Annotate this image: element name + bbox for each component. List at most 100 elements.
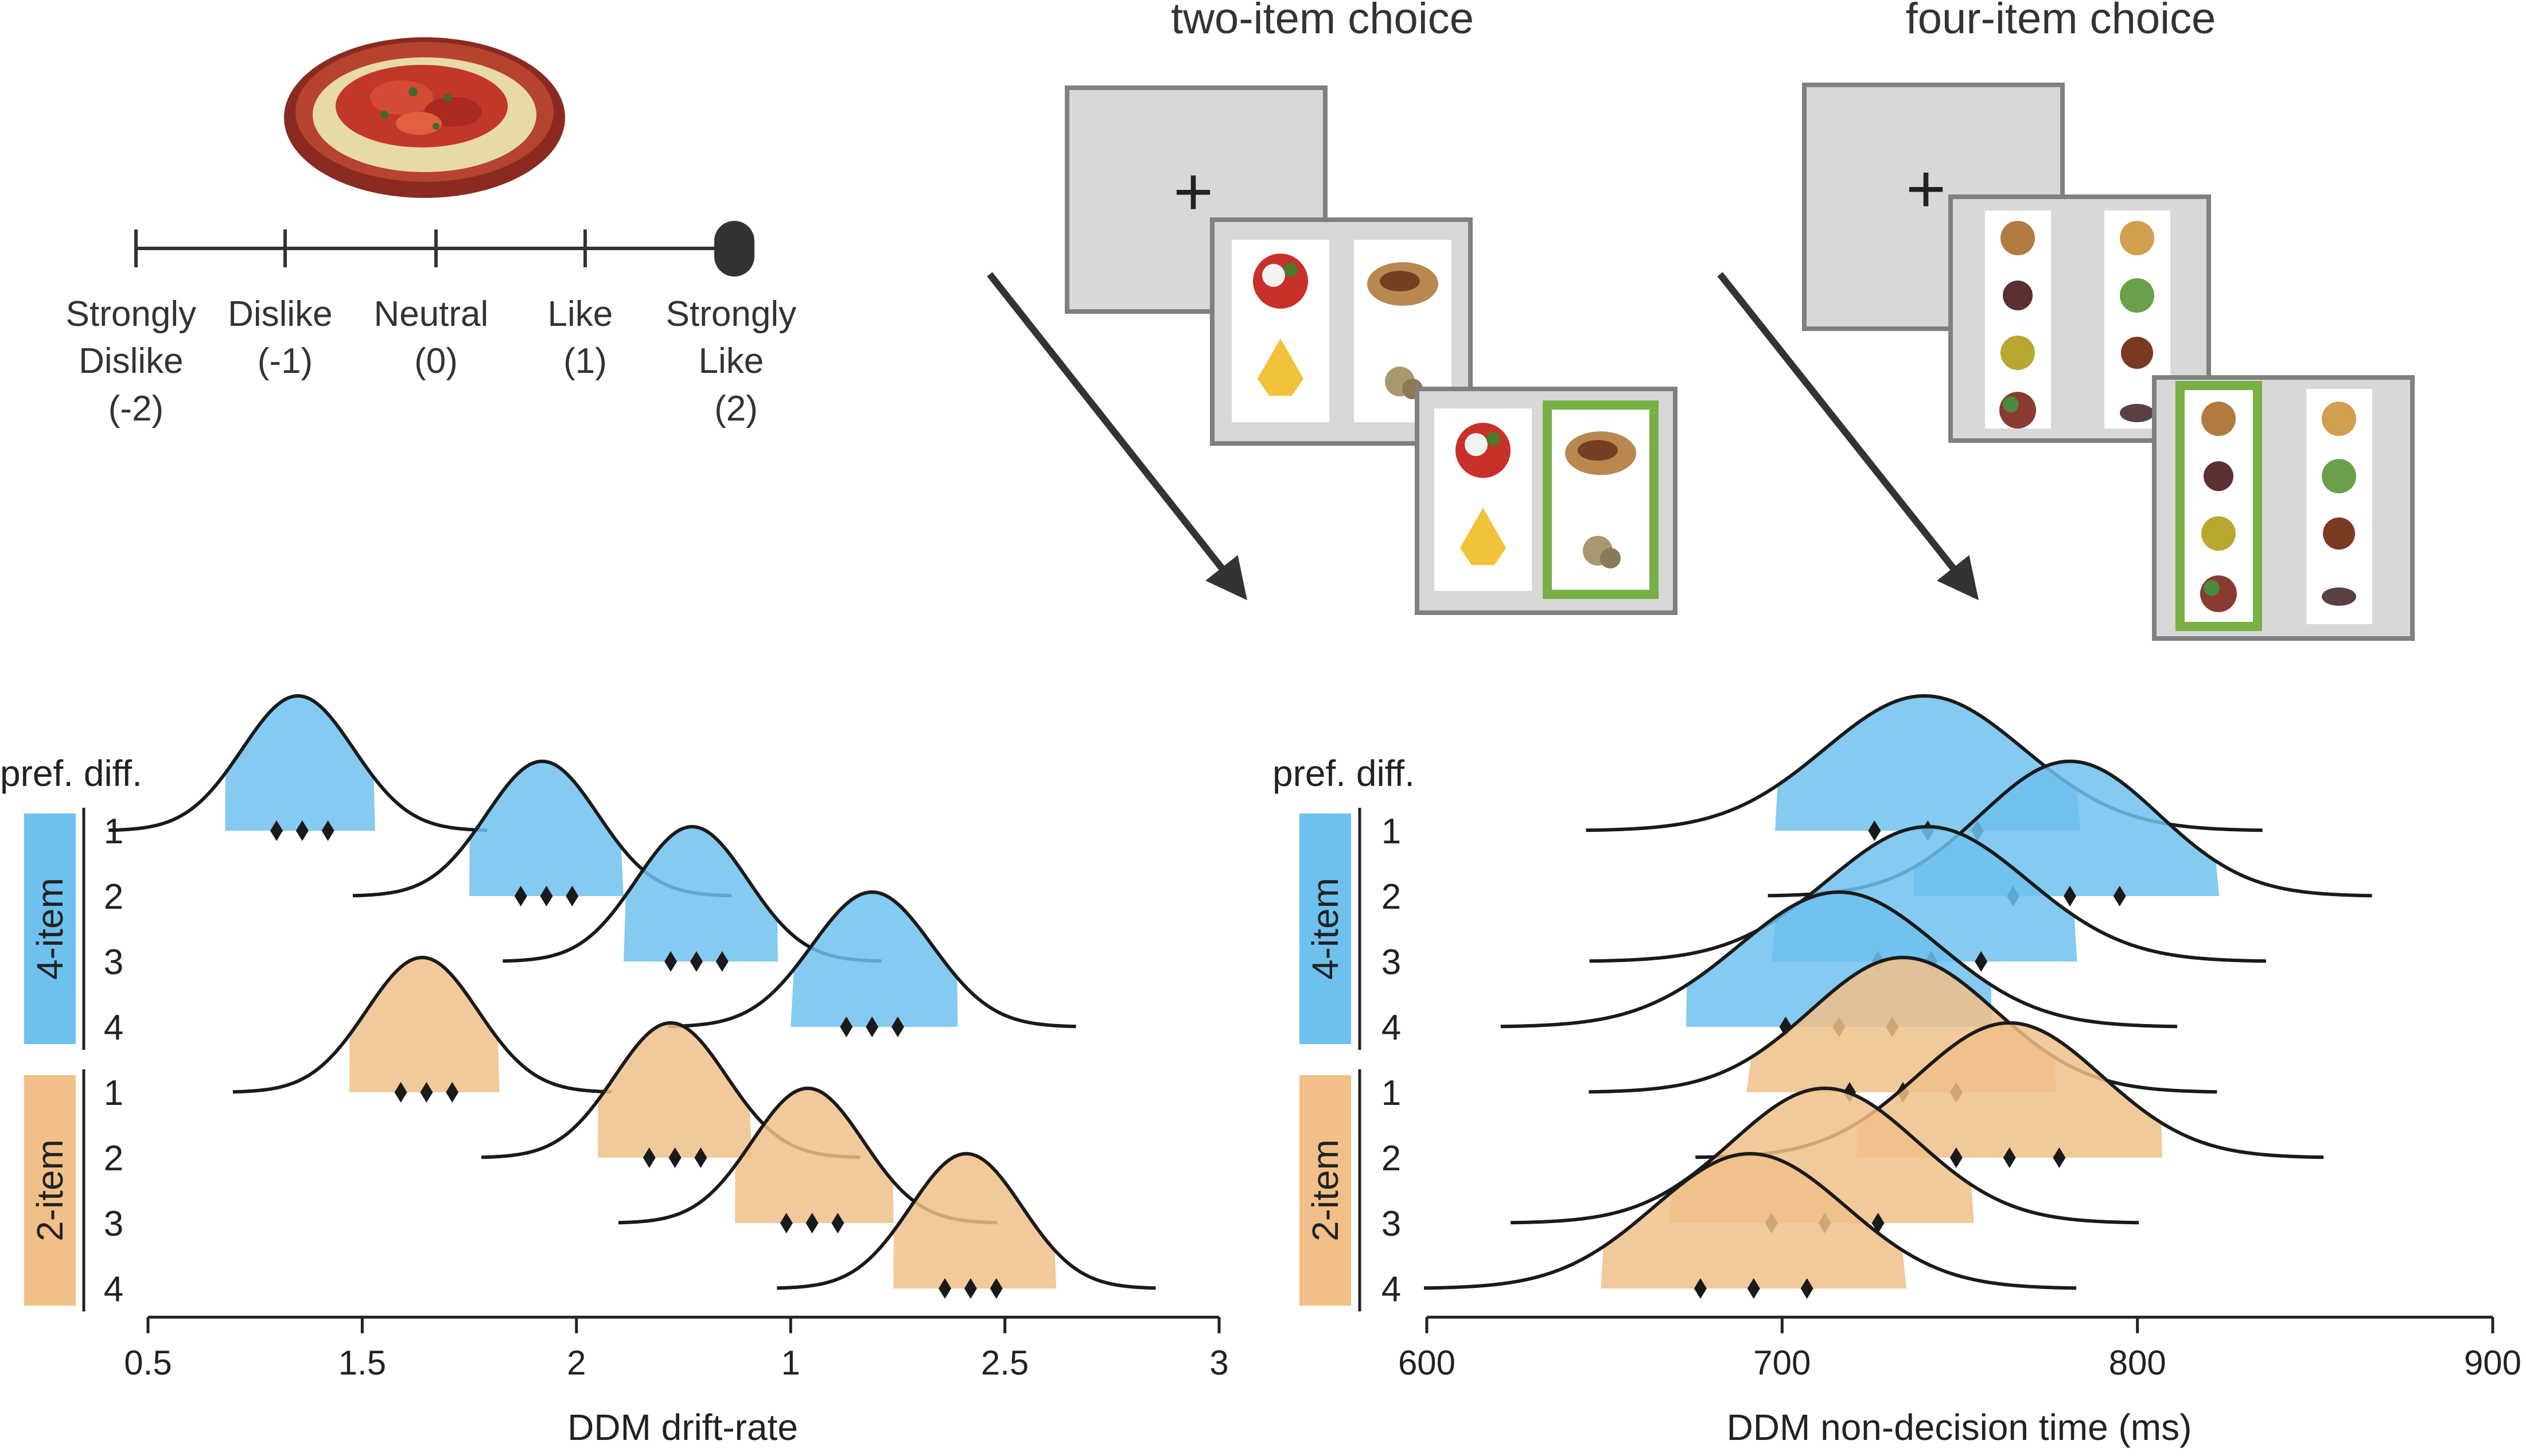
estimate-marker [1800,1278,1813,1299]
density-ridge [1589,955,2217,1103]
estimate-marker [780,1213,793,1233]
x-tick-label: 2 [567,1344,586,1382]
estimate-marker [1868,820,1881,841]
x-tick-label: 600 [1398,1344,1455,1382]
estimate-marker [643,1147,656,1168]
density-curve [1500,890,2178,1029]
rating-label-neutral: Neutral (0) [373,294,498,381]
estimate-marker [566,886,579,906]
credible-interval-fill [598,1023,752,1158]
density-ridge [777,1151,1156,1299]
food-item-picture [2200,402,2356,612]
time-arrow [987,272,1247,601]
credible-interval-fill [349,957,500,1092]
density-curve [108,694,488,832]
estimate-marker [1871,1213,1885,1233]
group-label-box [1299,813,1351,1044]
density-curve [1424,1151,2077,1290]
group-label-box [1299,1075,1351,1306]
estimate-marker [2063,886,2076,906]
row-label: 4 [1381,1008,1401,1048]
estimate-marker [1747,1278,1760,1299]
row-label: 3 [1381,943,1401,982]
group-label: 2-item [29,1139,71,1241]
estimate-marker [694,1147,707,1168]
density-ridge [232,955,612,1103]
estimate-marker [866,1017,879,1037]
estimate-marker [805,1213,819,1233]
row-label: 2 [104,877,123,917]
selection-frame [2175,381,2262,631]
estimate-marker [270,820,283,841]
x-tick-label: 800 [2109,1344,2166,1382]
density-curve [1589,955,2217,1094]
row-label: 3 [104,1204,123,1244]
rating-label-like: Like (1) [548,294,623,381]
estimate-marker [964,1278,977,1299]
estimate-marker [1975,951,1988,972]
density-curve [1589,824,2266,963]
x-tick-label: 2.5 [981,1344,1029,1382]
four-item-title: four-item choice [1906,0,2216,43]
food-item-picture [1999,221,2154,429]
row-label: 1 [1381,1073,1401,1113]
x-axis-label: DDM drift-rate [567,1407,798,1448]
row-label: 2 [1381,1139,1401,1178]
rating-label-strongly-like: Strongly Like (2) [666,294,807,429]
row-label: 1 [1381,812,1401,851]
x-tick-label: 1.5 [338,1344,386,1382]
estimate-marker [840,1017,853,1037]
estimate-marker [715,951,729,972]
x-axis-label: DDM non-decision time (ms) [1727,1407,2192,1448]
rating-label-strongly-dislike: Strongly Dislike (-2) [66,294,207,429]
density-ridge [1424,1151,2077,1299]
estimate-marker [1949,1147,1963,1168]
estimate-marker [321,820,334,841]
group-label: 4-item [1305,878,1346,980]
estimate-marker [295,820,309,841]
row-label: 4 [104,1008,123,1048]
credible-interval-fill [791,892,958,1027]
estimate-marker [2113,886,2126,906]
rating-label-dislike: Dislike (-1) [228,294,342,381]
rating-slider-handle[interactable] [714,221,754,277]
estimate-marker [1694,1278,1707,1299]
group-label-box [24,813,76,1044]
selection-frame [1543,400,1659,599]
density-ridge [108,694,488,841]
row-label: 2 [104,1139,123,1178]
two-item-task-panel: two-item choice + [987,0,1677,615]
estimate-marker [420,1082,433,1103]
row-axis-label: pref. diff. [0,753,142,794]
row-axis-label: pref. diff. [1272,753,1415,794]
row-label: 3 [104,943,123,982]
x-tick-label: 1 [781,1344,800,1382]
group-label: 2-item [1305,1139,1346,1241]
credible-interval-fill [735,1088,894,1223]
estimate-marker [394,1082,407,1103]
density-ridge [1695,1021,2324,1168]
credible-interval-fill [225,696,375,831]
rating-scale: Strongly Dislike (-2) Dislike (-1) Neutr… [66,221,807,429]
time-arrow [1717,272,1979,601]
estimate-marker [831,1213,844,1233]
row-label: 4 [104,1270,123,1309]
estimate-marker [540,886,553,906]
row-label: 2 [1381,877,1401,917]
density-curve [668,890,1076,1029]
group-label-box [24,1075,76,1306]
estimate-marker [2053,1147,2066,1168]
drift-rate-ridgeline-chart: pref. diff. 1 2 3 4 1 2 3 4 4-item 2-item 0.5 1.5… [0,694,1229,1448]
density-curve [232,955,612,1094]
x-tick-label: 900 [2464,1344,2521,1382]
estimate-marker [990,1278,1003,1299]
density-curve [1511,1086,2139,1225]
group-label: 4-item [29,878,71,980]
estimate-marker [690,951,703,972]
credible-interval-fill [1601,1154,1907,1288]
credible-interval-fill [623,827,778,961]
credible-interval-fill [1856,1023,2163,1158]
row-label: 3 [1381,1204,1401,1244]
row-label: 4 [1381,1270,1401,1309]
